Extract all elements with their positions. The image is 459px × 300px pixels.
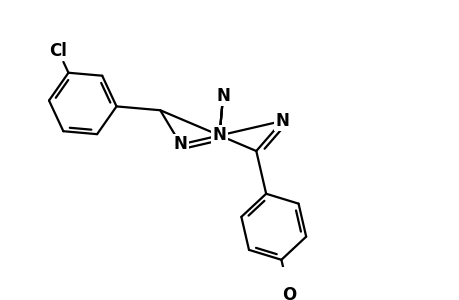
Text: N: N: [212, 126, 226, 144]
Text: N: N: [174, 135, 187, 153]
Text: Cl: Cl: [49, 42, 67, 60]
Text: N: N: [216, 87, 230, 105]
Text: S: S: [213, 126, 226, 144]
Text: N: N: [275, 112, 289, 130]
Text: O: O: [282, 286, 296, 300]
